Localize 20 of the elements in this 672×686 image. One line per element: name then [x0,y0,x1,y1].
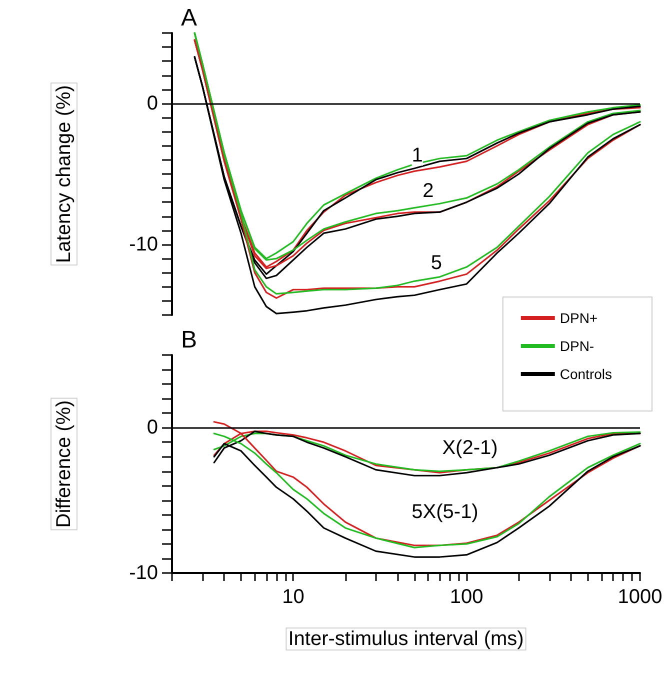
y-axis-title: Latency change (%) [53,85,75,263]
legend-label: DPN- [560,338,594,354]
legend-label: DPN+ [560,310,598,326]
chart-title: A [181,4,198,32]
annotation: X(2-1) [442,437,498,459]
y-tick-label: 0 [146,416,158,439]
annotation: 1 [412,144,423,167]
x-tick-label: 10 [282,586,304,608]
y-axis-title: Difference (%) [53,400,75,528]
y-tick-label: 0 [146,92,158,114]
x-axis-title: Inter-stimulus interval (ms) [288,628,524,650]
x-tick-label: 1000 [618,586,662,608]
x-tick-label: 100 [450,586,484,608]
y-tick-label: -10 [129,234,158,256]
annotation: 5X(5-1) [412,501,478,523]
y-tick-label: -10 [129,562,158,584]
legend-label: Controls [560,366,612,382]
chart-title: B [181,326,198,354]
annotation: 2 [422,180,434,202]
annotation: 5 [430,252,442,274]
